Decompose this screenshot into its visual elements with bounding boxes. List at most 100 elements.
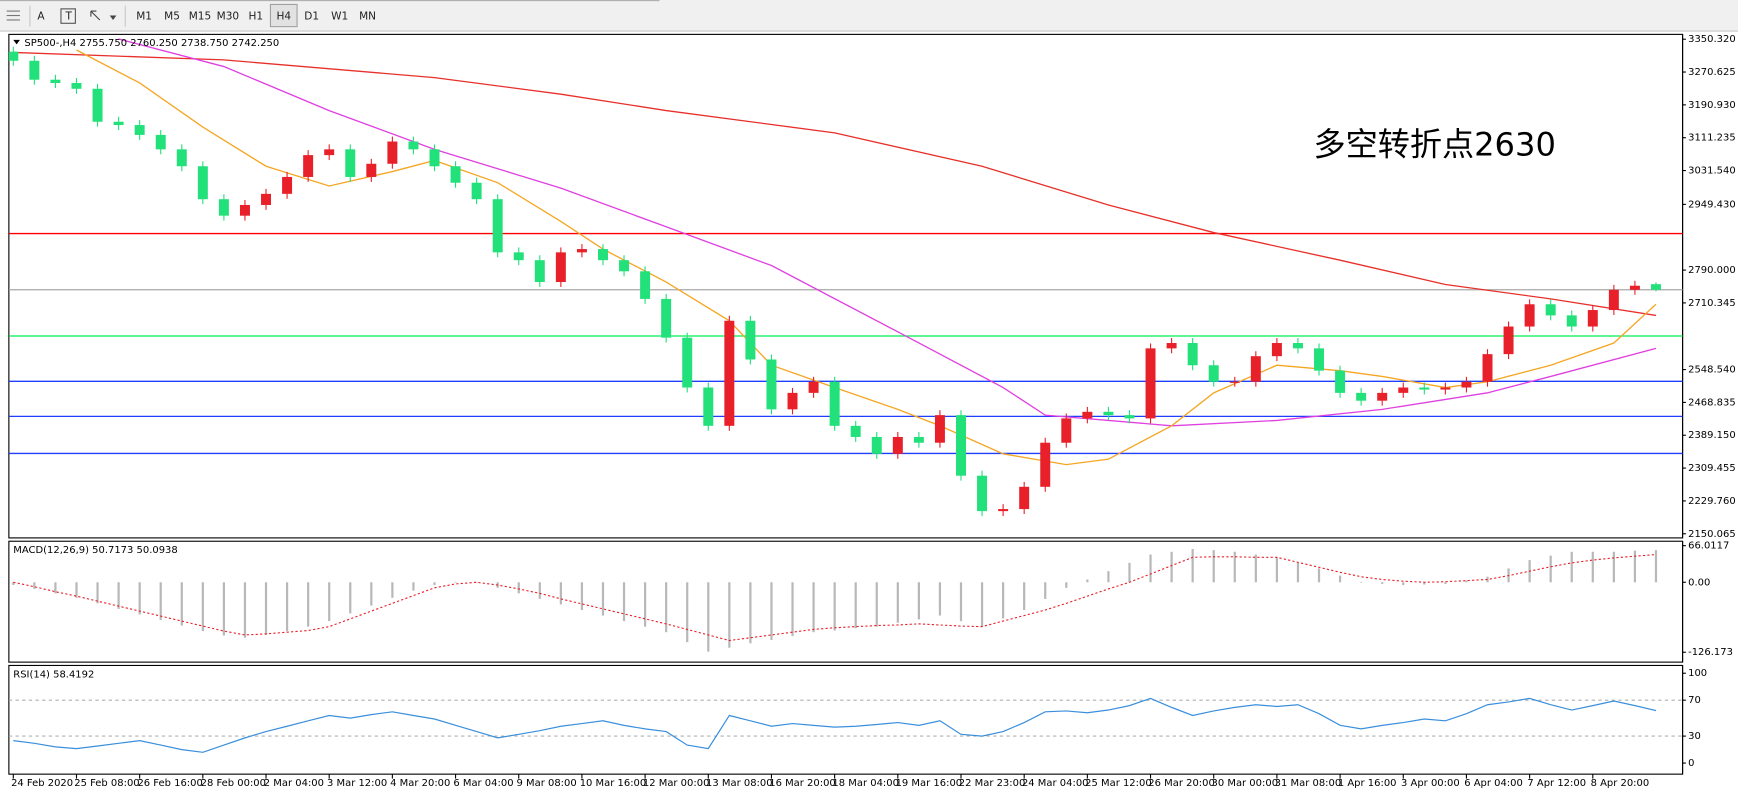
candle-body [1650,284,1661,290]
candle-body [1335,370,1346,393]
candle-body [1314,348,1325,371]
macd-histogram-bar [222,582,226,636]
candle-body [1124,415,1135,419]
timeframe-button[interactable]: H1 [249,11,264,23]
macd-histogram-bar [875,582,878,627]
candle-body [850,425,861,437]
candle-body [1545,304,1556,316]
candle-body [1082,411,1093,419]
timeframe-button[interactable]: W1 [331,11,348,23]
arrow-tool[interactable] [90,10,117,21]
x-tick-label: 4 Mar 20:00 [390,778,450,789]
y-tick-label: 100 [1688,668,1707,679]
candle-body [1166,343,1177,349]
x-tick-label: 9 Mar 08:00 [517,778,577,789]
candle-body [1608,289,1619,311]
candle-body [597,249,608,261]
x-tick-label: 16 Mar 20:00 [769,778,836,789]
macd-histogram-bar [538,582,541,599]
candle-body [324,149,335,156]
panel-title: RSI(14) 58.4192 [13,669,94,680]
x-tick-label: 12 Mar 00:00 [643,778,710,789]
candle-body [1377,392,1388,401]
macd-histogram-bar [433,582,436,586]
macd-histogram-bar [707,582,710,652]
candle-body [787,392,798,410]
x-tick-label: 30 Mar 00:00 [1212,778,1279,789]
macd-histogram-bar [1465,580,1468,583]
candle-body [492,199,503,253]
macd-histogram-bar [1275,557,1279,583]
timeframe-button[interactable]: H4 [276,11,291,23]
candle-body [956,415,966,476]
y-tick-label: 3270.625 [1688,67,1736,78]
timeframe-button[interactable]: M30 [217,11,239,23]
y-tick-label: 66.0117 [1688,541,1729,552]
y-tick-label: 3350.320 [1688,34,1736,45]
x-tick-label: 26 Feb 16:00 [137,778,202,789]
candle-body [892,436,903,454]
macd-histogram-bar [580,582,584,610]
candle-body [534,260,545,283]
x-tick-label: 31 Mar 08:00 [1275,778,1342,789]
x-tick-label: 1 Apr 16:00 [1338,778,1397,789]
toolbar: A T M1 M5 M15 M30 H1 H4 D1 W1 MN [0,0,1738,32]
macd-histogram-bar [833,582,836,631]
macd-histogram-bar [117,582,120,609]
x-tick-label: 7 Apr 12:00 [1527,778,1586,789]
macd-histogram-bar [1296,562,1300,583]
macd-histogram-bar [686,582,689,643]
candle-body [1271,343,1282,357]
macd-histogram-bar [307,582,310,627]
timeframe-button[interactable]: M1 [136,11,152,23]
x-tick-label: 26 Mar 20:00 [1148,778,1215,789]
panel: 3350.320 3270.625 3190.930 3111.235 3031.540… [8,33,1736,540]
y-tick-label: 2949.430 [1688,199,1736,210]
plot-area [8,697,1683,753]
macd-histogram-bar [749,582,752,644]
macd-histogram-bar [475,582,478,583]
timeframe-button[interactable]: M5 [164,11,180,23]
timeframe-button[interactable]: MN [359,11,376,23]
candle-body [218,199,229,216]
annotation: 多空转折点2630 [1313,125,1555,163]
tool-button[interactable]: A [37,11,45,23]
macd-histogram-bar [643,582,647,627]
candle-body [155,134,166,150]
macd-histogram-bar [728,582,731,648]
panel-title: SP500-,H4 2755.750 2760.250 2738.750 274… [24,38,279,49]
candle-body [1461,381,1472,388]
tool-button[interactable]: T [65,11,73,23]
candle-body [808,381,819,393]
y-tick-label: 0.00 [1688,577,1710,588]
macd-histogram-bar [1591,551,1594,583]
macd-histogram-bar [665,582,668,633]
x-tick-label: 28 Feb 00:00 [201,778,266,789]
macd-signal-line [13,553,1657,642]
y-tick-label: 2790.000 [1688,265,1736,276]
timeframe-pressed [269,3,298,28]
macd-histogram-bar [1360,582,1363,583]
candle-body [113,121,124,126]
macd-histogram-bar [201,582,204,632]
x-tick-label: 3 Mar 12:00 [327,778,387,789]
candle-body [450,166,461,183]
macd-histogram-bar [1044,582,1047,599]
macd-histogram-bar [917,582,920,620]
candle-body [1482,354,1493,382]
macd-histogram-bar [138,582,141,615]
x-tick-label: 25 Feb 08:00 [74,778,139,789]
candle-body [408,141,419,150]
plot-area: 2878.6532742.2502630.0002520.0002435.000… [8,38,1683,517]
candle-body [1103,411,1114,416]
macd-histogram-bar [328,582,331,622]
y-tick-label: 70 [1688,695,1701,706]
macd-histogram-bar [601,582,605,616]
macd-histogram-bar [938,582,942,616]
timeframe-button[interactable]: M15 [189,11,211,23]
y-tick-label: 2710.345 [1688,298,1736,309]
candle-body [50,79,61,84]
timeframe-button[interactable]: D1 [304,11,319,23]
